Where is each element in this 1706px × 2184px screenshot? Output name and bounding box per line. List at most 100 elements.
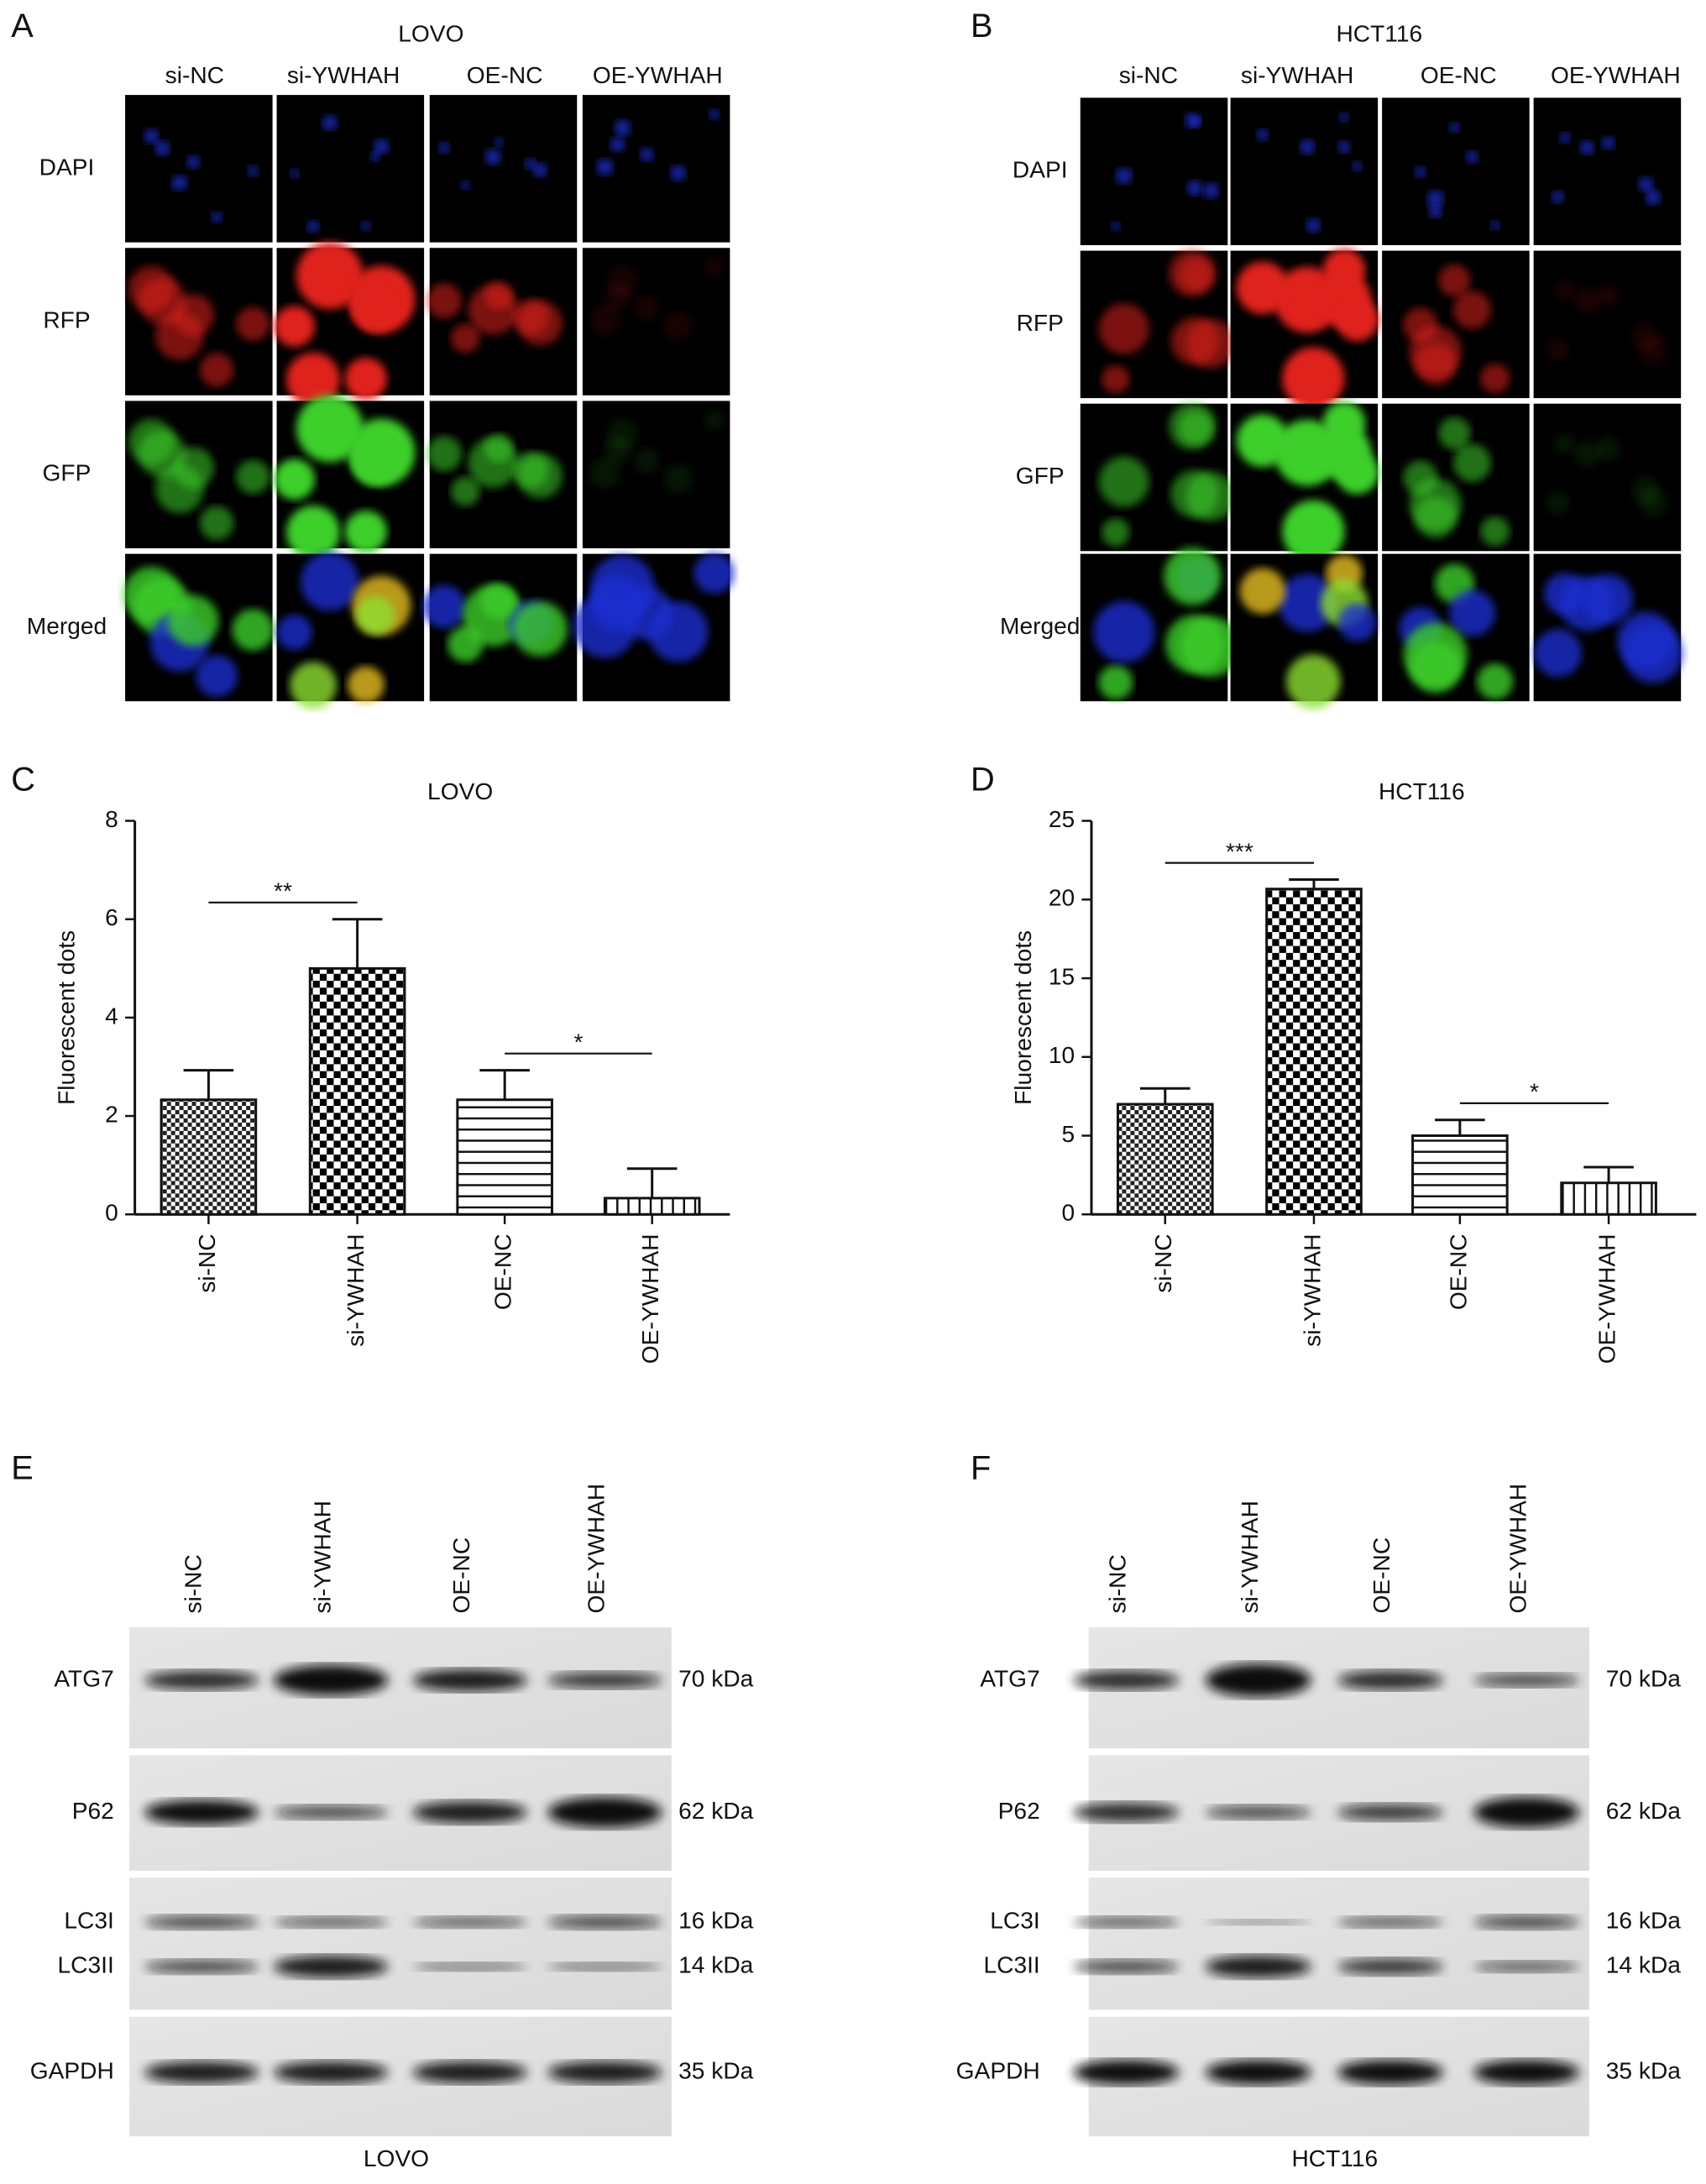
cell-signal [374, 139, 390, 155]
panel-letter: E [11, 1449, 34, 1486]
micrograph [1230, 401, 1379, 563]
cell-signal [1169, 402, 1217, 450]
cell-signal [1415, 166, 1426, 178]
micrograph [1533, 403, 1682, 552]
y-tick-label: 6 [105, 904, 118, 930]
band [412, 1916, 527, 1928]
cell-signal [232, 609, 275, 651]
micrograph [1382, 97, 1530, 245]
cell-signal [1429, 204, 1442, 218]
cell-signal [301, 552, 359, 611]
cell-signal [589, 457, 621, 489]
bar [1116, 1102, 1214, 1216]
cell-signal [1583, 573, 1633, 624]
band [144, 1670, 259, 1690]
micrograph [582, 248, 730, 395]
cell-signal [286, 353, 340, 406]
cell-signal [344, 511, 387, 553]
x-tick-label: OE-NC [1445, 1233, 1471, 1310]
y-tick-label: 0 [1061, 1200, 1075, 1226]
y-tick-label: 2 [105, 1102, 118, 1128]
y-tick-label: 4 [105, 1003, 118, 1029]
column-label: si-NC [165, 62, 224, 88]
size-label: 62 kDa [1606, 1798, 1682, 1824]
band [1205, 1919, 1311, 1925]
cell-signal [494, 138, 504, 147]
cell-signal [1552, 191, 1564, 203]
cell-signal [369, 151, 380, 162]
band [412, 1801, 527, 1824]
row-label: Merged [27, 613, 107, 639]
cell-signal [1480, 363, 1510, 394]
micrograph [1080, 547, 1241, 702]
band [1205, 2060, 1311, 2085]
micrograph [274, 242, 425, 406]
cell-signal [1466, 150, 1478, 164]
x-tick-label: OE-YWHAH [637, 1233, 663, 1364]
cell-signal [356, 596, 395, 635]
size-label: 16 kDa [1606, 1908, 1682, 1934]
micrograph-bg [125, 95, 273, 243]
cell-signal [1534, 629, 1582, 678]
cell-signal [1546, 490, 1570, 515]
bar [456, 1098, 553, 1216]
lane-label: si-NC [1105, 1554, 1131, 1613]
micrograph-bg [276, 95, 425, 243]
cell-signal [589, 304, 621, 336]
panel-letter: B [971, 8, 993, 45]
band [1073, 1959, 1180, 1974]
cell-signal [709, 108, 720, 120]
lane-label: si-YWHAH [309, 1501, 335, 1613]
cell-signal [196, 655, 238, 697]
cell-signal [1282, 500, 1345, 563]
cell-signal [484, 149, 501, 165]
cell-signal [1638, 176, 1654, 192]
cell-signal [1236, 261, 1290, 314]
cell-signal [296, 395, 364, 463]
cell-signal [460, 181, 470, 191]
x-tick-label: si-YWHAH [1299, 1233, 1325, 1346]
micrograph-bg [1533, 250, 1682, 399]
cell-signal [1339, 112, 1349, 123]
x-tick-label: OE-YWHAH [1594, 1233, 1620, 1364]
cell-signal [525, 158, 536, 170]
cell-signal [1480, 516, 1510, 547]
cell-signal [532, 163, 547, 178]
size-label: 14 kDa [678, 1952, 754, 1978]
band [1337, 1804, 1443, 1821]
cell-signal [447, 626, 484, 663]
micrograph [582, 401, 730, 548]
cell-signal [1595, 437, 1620, 462]
cell-signal [353, 440, 398, 484]
cell-line-label: HCT116 [1291, 2145, 1378, 2171]
micrograph [276, 95, 425, 243]
cell-signal [1631, 476, 1661, 505]
band [144, 2061, 259, 2084]
cell-signal [512, 601, 568, 657]
column-label: si-NC [1119, 62, 1178, 88]
micrograph [582, 95, 730, 243]
cell-signal [1098, 303, 1149, 354]
cell-signal [274, 306, 315, 347]
cell-signal [236, 459, 270, 495]
cell-signal [1573, 286, 1601, 314]
band [547, 2061, 662, 2084]
micrograph [429, 95, 578, 243]
band [144, 1959, 259, 1974]
cell-signal [426, 283, 463, 319]
band [412, 1962, 527, 1972]
cell-signal [426, 436, 463, 472]
row-label: RFP [43, 306, 90, 333]
band [1337, 1670, 1443, 1690]
cell-signal [1300, 139, 1316, 155]
row-label: DAPI [1013, 157, 1068, 183]
cell-signal [1239, 568, 1286, 615]
micrograph [1080, 249, 1236, 399]
cell-signal [606, 264, 639, 297]
cell-signal [236, 306, 270, 341]
cell-signal [517, 453, 563, 499]
band [274, 2061, 389, 2084]
cell-signal [186, 155, 201, 169]
micrograph [274, 395, 425, 559]
